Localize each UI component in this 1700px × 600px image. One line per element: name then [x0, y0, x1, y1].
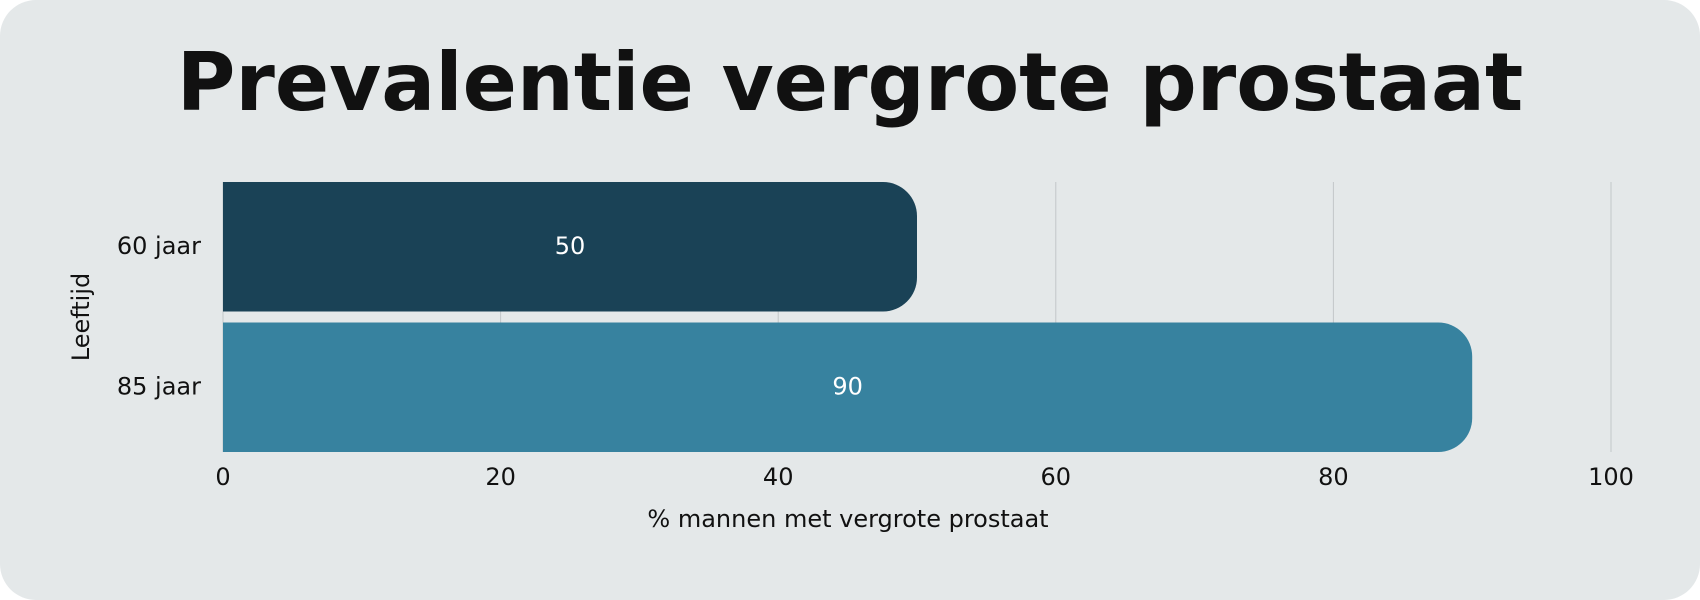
chart-title: Prevalentie vergrote prostaat	[177, 36, 1524, 129]
data-label: 90	[832, 372, 863, 400]
bar	[223, 182, 917, 312]
bars	[223, 182, 1473, 452]
y-axis-label: Leeftijd	[67, 273, 95, 362]
data-label: 50	[555, 232, 586, 260]
x-axis-label: % mannen met vergrote prostaat	[647, 505, 1048, 533]
y-tick-label: 85 jaar	[117, 372, 201, 400]
x-tick-label: 40	[763, 463, 794, 491]
bar	[223, 322, 1473, 452]
x-tick-label: 20	[485, 463, 516, 491]
x-tick-label: 80	[1318, 463, 1349, 491]
x-tick-label: 0	[215, 463, 230, 491]
y-tick-label: 60 jaar	[117, 232, 201, 260]
x-tick-label: 100	[1588, 463, 1634, 491]
x-tick-label: 60	[1041, 463, 1072, 491]
